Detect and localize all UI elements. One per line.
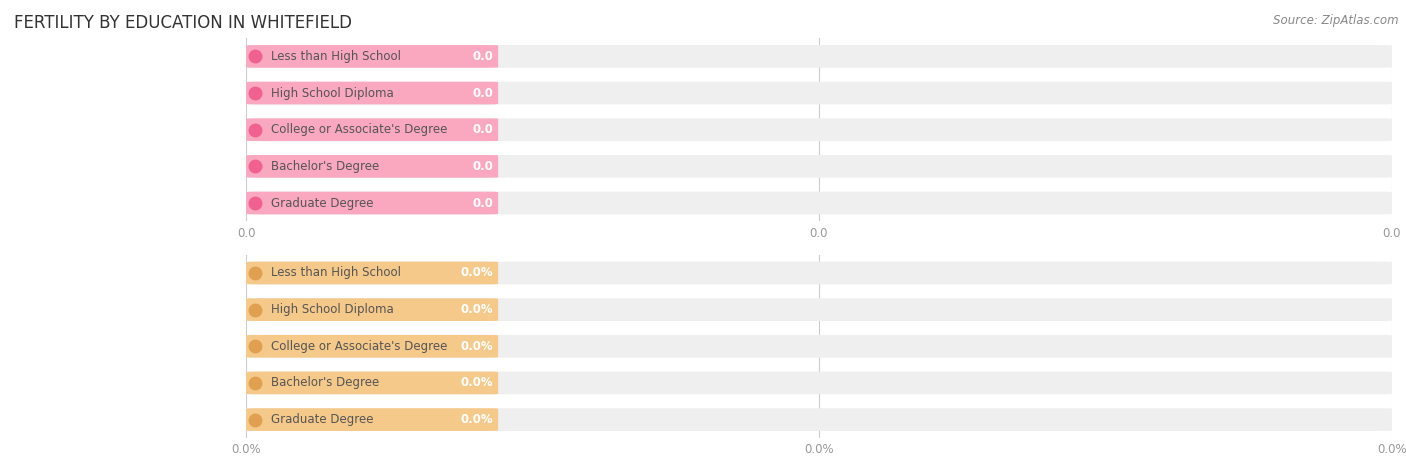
Text: High School Diploma: High School Diploma — [271, 87, 394, 99]
Text: 0.0: 0.0 — [472, 123, 494, 136]
Text: 0.0%: 0.0% — [461, 303, 494, 316]
FancyBboxPatch shape — [246, 298, 498, 321]
Text: 0.0: 0.0 — [472, 87, 494, 99]
FancyBboxPatch shape — [246, 45, 1392, 68]
FancyBboxPatch shape — [246, 192, 498, 214]
FancyBboxPatch shape — [246, 192, 1392, 214]
Text: 0.0%: 0.0% — [461, 340, 494, 353]
Text: Bachelor's Degree: Bachelor's Degree — [271, 160, 380, 173]
FancyBboxPatch shape — [246, 298, 1392, 321]
FancyBboxPatch shape — [246, 45, 498, 68]
Text: High School Diploma: High School Diploma — [271, 303, 394, 316]
Text: 0.0%: 0.0% — [461, 413, 494, 426]
Text: 0.0: 0.0 — [472, 50, 494, 63]
Text: Source: ZipAtlas.com: Source: ZipAtlas.com — [1274, 14, 1399, 27]
Text: 0.0%: 0.0% — [461, 267, 494, 279]
FancyBboxPatch shape — [246, 82, 1392, 104]
Text: FERTILITY BY EDUCATION IN WHITEFIELD: FERTILITY BY EDUCATION IN WHITEFIELD — [14, 14, 352, 32]
Text: 0.0: 0.0 — [472, 197, 494, 209]
Text: 0.0%: 0.0% — [461, 377, 494, 389]
FancyBboxPatch shape — [246, 408, 498, 431]
FancyBboxPatch shape — [246, 82, 498, 104]
Text: Less than High School: Less than High School — [271, 50, 401, 63]
Text: Less than High School: Less than High School — [271, 267, 401, 279]
Text: 0.0: 0.0 — [472, 160, 494, 173]
FancyBboxPatch shape — [246, 372, 1392, 394]
FancyBboxPatch shape — [246, 119, 498, 141]
Text: Graduate Degree: Graduate Degree — [271, 197, 374, 209]
FancyBboxPatch shape — [246, 262, 1392, 284]
Text: College or Associate's Degree: College or Associate's Degree — [271, 340, 447, 353]
FancyBboxPatch shape — [246, 262, 498, 284]
Text: Bachelor's Degree: Bachelor's Degree — [271, 377, 380, 389]
Text: Graduate Degree: Graduate Degree — [271, 413, 374, 426]
FancyBboxPatch shape — [246, 155, 498, 178]
Text: College or Associate's Degree: College or Associate's Degree — [271, 123, 447, 136]
FancyBboxPatch shape — [246, 335, 498, 357]
FancyBboxPatch shape — [246, 155, 1392, 178]
FancyBboxPatch shape — [246, 119, 1392, 141]
FancyBboxPatch shape — [246, 335, 1392, 357]
FancyBboxPatch shape — [246, 372, 498, 394]
FancyBboxPatch shape — [246, 408, 1392, 431]
